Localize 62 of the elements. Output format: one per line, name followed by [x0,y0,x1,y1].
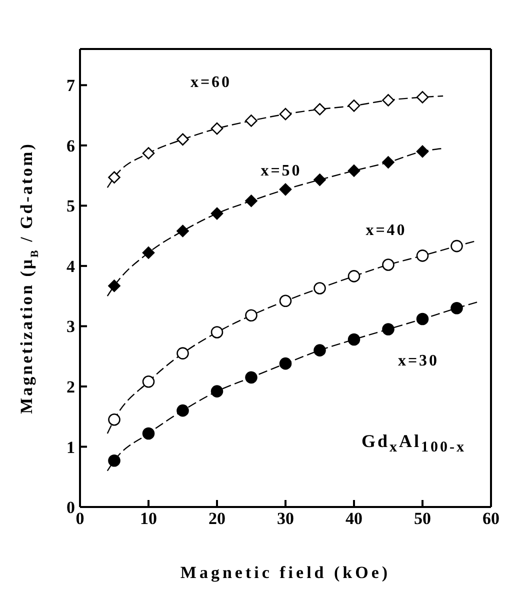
point [210,122,224,135]
series-label: x=40 [366,222,407,240]
point [210,326,224,338]
point [279,294,292,308]
point [314,282,326,294]
point [314,174,326,186]
point [382,156,394,168]
point [279,108,292,120]
point [176,133,189,146]
x-axis-title: Magnetic field (kOe) [180,563,391,582]
point [348,164,360,177]
point [450,240,463,252]
point [108,171,120,184]
annotation: Gd$_{x}$Al$_{100-x}$ [361,431,466,457]
point [210,385,224,398]
point [108,280,120,292]
point [314,344,326,356]
point [416,91,429,104]
y-tick-label: 2 [66,378,75,397]
point [142,147,155,160]
point [245,114,258,127]
point [416,145,429,158]
point [348,99,360,112]
series-label: x=50 [260,162,302,180]
y-tick-label: 6 [66,136,75,156]
y-tick-label: 1 [66,438,75,457]
point [416,312,429,326]
x-tick-label: 30 [277,509,294,528]
x-tick-label: 40 [346,509,362,528]
point [176,224,189,238]
point [382,94,394,106]
point [348,333,360,346]
point [382,323,394,336]
point [245,309,258,322]
y-tick-label: 3 [66,317,75,336]
point [245,194,258,208]
point [210,207,224,220]
point [176,347,189,360]
point [382,258,394,271]
point [108,413,120,426]
y-tick-label: 5 [66,196,75,216]
x-tick-label: 60 [482,509,500,528]
point [450,302,463,314]
y-tick-label: 4 [66,256,76,276]
x-tick-label: 50 [414,509,431,528]
series-label: x=30 [398,352,440,370]
point [279,183,292,196]
y-tick-label: 7 [66,76,76,96]
point [142,376,155,388]
point [314,103,326,116]
point [142,427,155,440]
series-label: x=60 [190,74,232,92]
x-tick-label: 20 [208,509,226,528]
point [108,454,120,467]
x-tick-label: 10 [140,509,157,528]
point [142,246,155,259]
point [348,270,360,282]
point [416,250,429,262]
line-series [106,302,478,472]
point [245,371,258,384]
point [176,404,189,417]
point [279,357,292,370]
